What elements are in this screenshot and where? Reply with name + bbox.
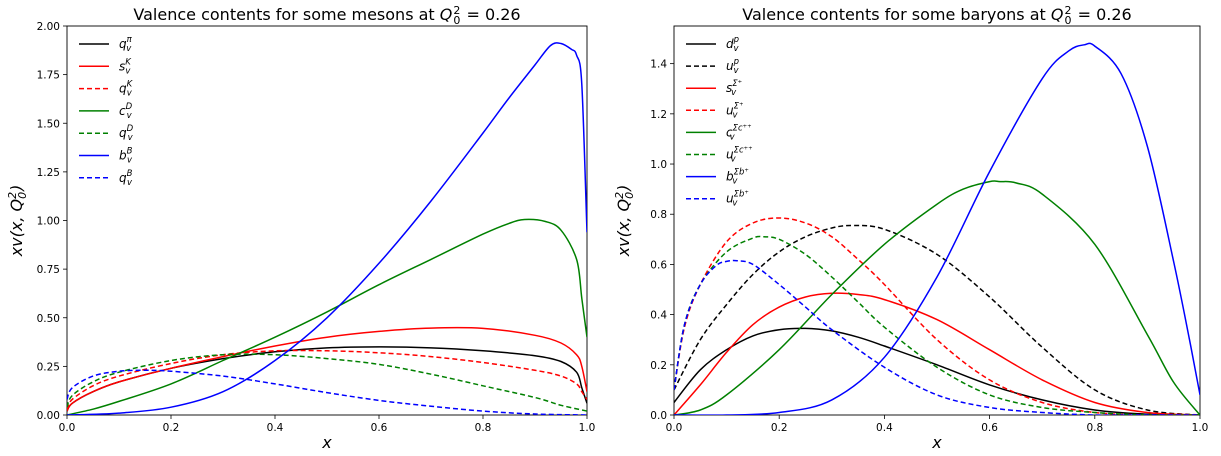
series-line-3 — [674, 217, 1200, 415]
y-tick-label: 0.25 — [37, 361, 60, 373]
legend-entry: uΣb⁺ v — [726, 190, 749, 209]
series-line-1 — [67, 326, 587, 412]
legend-entry: qD v — [119, 124, 134, 143]
x-tick-label: 0.4 — [267, 422, 284, 434]
legend-entry: cD v — [119, 102, 133, 121]
x-axis-label: x — [931, 433, 942, 452]
y-tick-label: 0.50 — [37, 313, 60, 325]
chart-mesons: Valence contents for some mesons at Q2 0 … — [6, 4, 595, 452]
y-tick-label: 1.25 — [37, 167, 60, 179]
series-line-2 — [67, 349, 587, 410]
y-tick-label: 0.8 — [650, 209, 667, 221]
y-tick-label: 1.00 — [37, 216, 60, 228]
y-tick-label: 1.2 — [650, 109, 667, 121]
y-tick-label: 1.75 — [37, 70, 60, 82]
series-line-0 — [674, 327, 1200, 415]
legend-entry: sK v — [119, 57, 132, 76]
legend-entry: dp v — [726, 35, 740, 54]
legend-entry: cΣc⁺⁺ v — [726, 123, 752, 142]
legend-entry: bB v — [119, 147, 133, 166]
series-line-4 — [674, 180, 1200, 415]
legend-entry: up v — [726, 57, 740, 76]
y-tick-label: 0.00 — [37, 410, 60, 422]
chart-title: Valence contents for some mesons at Q2 0 … — [133, 4, 520, 27]
y-tick-label: 0.0 — [650, 410, 667, 422]
legend: qπ v sK v qK v cD v qD v bB v qB v — [79, 35, 134, 188]
chart-baryons: Valence contents for some baryons at Q2 0… — [613, 4, 1208, 452]
y-tick-label: 1.0 — [650, 159, 667, 171]
y-axis-label: xv(x, Q20) — [613, 185, 636, 258]
legend-entry: uΣc⁺⁺ v — [726, 146, 753, 165]
series-line-1 — [674, 224, 1200, 415]
legend-entry: qK v — [119, 80, 134, 99]
series-line-5 — [674, 235, 1200, 415]
y-tick-label: 1.50 — [37, 118, 60, 130]
y-tick-label: 0.75 — [37, 264, 60, 276]
series-line-5 — [67, 42, 587, 415]
x-tick-label: 0.6 — [981, 422, 998, 434]
x-tick-label: 0.2 — [163, 422, 180, 434]
legend-entry: qπ v — [119, 35, 133, 54]
y-axis-label: xv(x, Q20) — [6, 185, 29, 258]
y-tick-label: 1.4 — [650, 59, 667, 71]
legend-entry: sΣ⁺ v — [726, 79, 742, 98]
y-tick-label: 0.6 — [650, 259, 667, 271]
x-tick-label: 0.0 — [666, 422, 683, 434]
series-line-6 — [674, 42, 1200, 415]
y-tick-label: 2.00 — [37, 21, 60, 33]
plot-frame — [66, 25, 588, 416]
x-tick-label: 0.0 — [59, 422, 76, 434]
series-lines — [674, 42, 1200, 415]
series-line-7 — [674, 259, 1200, 415]
legend-entry: qB v — [119, 169, 133, 188]
x-tick-label: 1.0 — [579, 422, 596, 434]
x-tick-label: 0.8 — [475, 422, 492, 434]
plot-frame — [673, 25, 1201, 416]
legend: dp v up v sΣ⁺ v uΣ⁺ v cΣc⁺⁺ v uΣc⁺⁺ v bΣb⁺ v uΣb⁺ v — [686, 35, 753, 209]
x-tick-label: 1.0 — [1192, 422, 1209, 434]
legend-entry: bΣb⁺ v — [726, 168, 749, 187]
legend-entry: uΣ⁺ v — [726, 101, 743, 120]
series-line-0 — [67, 346, 587, 412]
x-tick-label: 0.4 — [876, 422, 893, 434]
series-lines — [67, 42, 587, 415]
x-tick-label: 0.8 — [1086, 422, 1103, 434]
y-tick-label: 0.2 — [650, 360, 667, 372]
series-line-6 — [67, 369, 587, 415]
x-axis-label: x — [321, 433, 332, 452]
y-tick-label: 0.4 — [650, 310, 667, 322]
series-line-2 — [674, 292, 1200, 415]
series-line-4 — [67, 353, 587, 412]
x-tick-label: 0.6 — [371, 422, 388, 434]
chart-title: Valence contents for some baryons at Q2 0… — [742, 4, 1131, 27]
series-line-3 — [67, 218, 587, 415]
x-tick-label: 0.2 — [771, 422, 788, 434]
